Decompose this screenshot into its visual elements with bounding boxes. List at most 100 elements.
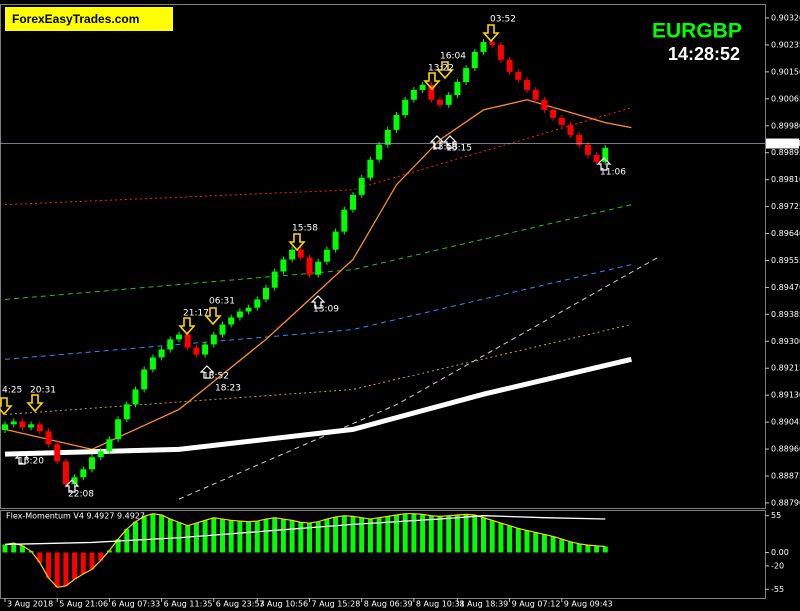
candle xyxy=(358,177,365,195)
signal-line xyxy=(4,515,606,546)
histogram-bar xyxy=(446,515,452,553)
candle xyxy=(97,451,104,458)
candle xyxy=(254,299,261,308)
x-tick-label: 7 Aug 10:56 xyxy=(259,600,308,609)
histogram-bar xyxy=(463,514,469,553)
histogram-bar xyxy=(202,520,208,553)
arrow-label: 13:53 xyxy=(432,143,458,153)
histogram-bar xyxy=(115,539,121,553)
candle xyxy=(384,129,391,145)
histogram-bar xyxy=(72,552,78,580)
histogram-bar xyxy=(89,552,95,570)
histogram-bar xyxy=(307,523,312,553)
histogram-bar xyxy=(150,513,156,553)
candle xyxy=(62,461,69,485)
candle xyxy=(445,95,452,105)
candle xyxy=(219,324,226,335)
candle xyxy=(89,457,95,470)
candle xyxy=(289,249,296,260)
arrow-label: 16:04 xyxy=(440,52,466,62)
x-tick-label: 6 Aug 07:33 xyxy=(111,600,160,609)
arrow-label: 03:52 xyxy=(490,15,516,25)
histogram-bar xyxy=(324,519,330,553)
x-tick-label: 3 Aug 2018 xyxy=(7,600,53,609)
histogram-bar xyxy=(524,530,530,553)
indicator-frame xyxy=(0,510,766,599)
y-tick-label: 0.90065 xyxy=(771,94,800,103)
candle xyxy=(567,124,574,135)
y-tick-label: 0.00 xyxy=(771,548,789,557)
candle xyxy=(115,419,122,440)
y-tick-label: 0.89895 xyxy=(771,148,800,157)
candle xyxy=(410,89,417,100)
main-frame xyxy=(0,4,766,509)
y-tick-label: 0.90320 xyxy=(771,13,800,22)
indicator-panel xyxy=(2,513,608,588)
y-tick-label: 0.89725 xyxy=(771,202,800,211)
arrow-label: 13:22 xyxy=(428,64,454,74)
candle xyxy=(376,144,383,160)
candle xyxy=(80,469,87,478)
histogram-bar xyxy=(185,525,191,553)
candle xyxy=(71,477,78,485)
histogram-bar xyxy=(489,520,495,553)
candle xyxy=(367,159,374,178)
y-tick-label: 0.89045 xyxy=(771,418,800,427)
histogram-bar xyxy=(2,544,8,553)
candle xyxy=(506,59,513,72)
histogram-bar xyxy=(98,552,104,561)
histogram-bar xyxy=(19,545,25,553)
arrow-label: 13:20 xyxy=(18,457,44,467)
candle xyxy=(45,431,52,445)
histogram-bar xyxy=(106,550,112,553)
down-arrow xyxy=(288,233,306,252)
histogram-bar xyxy=(220,519,225,553)
candle xyxy=(2,424,8,431)
candle xyxy=(558,117,565,125)
up-arrow xyxy=(199,365,215,379)
down-arrow xyxy=(0,397,13,416)
histogram-bar xyxy=(367,519,373,553)
arrow-label: 21:17 xyxy=(183,309,209,319)
candle xyxy=(141,369,148,390)
histogram-bar xyxy=(594,545,600,553)
candle xyxy=(454,82,461,96)
down-arrow xyxy=(178,317,196,336)
up-arrow xyxy=(442,135,458,149)
histogram-bar xyxy=(481,517,486,553)
candle xyxy=(463,68,470,83)
candle xyxy=(489,42,496,45)
histogram-bar xyxy=(80,552,86,574)
x-tick-label: 7 Aug 15:28 xyxy=(312,600,361,609)
histogram-bar xyxy=(437,516,443,553)
down-arrow xyxy=(26,394,44,413)
candle xyxy=(593,154,600,162)
histogram-bar xyxy=(454,515,460,553)
histogram-bar xyxy=(568,541,573,553)
arrow-label: 18:23 xyxy=(215,384,241,394)
histogram-bar xyxy=(420,514,426,553)
candle xyxy=(36,424,43,432)
histogram-bar xyxy=(133,521,138,553)
candle xyxy=(123,404,130,420)
indicator-line xyxy=(4,323,632,415)
histogram-bar xyxy=(498,523,504,553)
symbol: EURGBP xyxy=(652,20,742,43)
candle xyxy=(341,209,348,232)
up-arrow xyxy=(596,157,612,171)
up-arrow xyxy=(310,295,326,309)
histogram-bar xyxy=(472,515,478,553)
indicator-line xyxy=(4,107,632,206)
histogram-bar xyxy=(263,519,269,553)
histogram-bar xyxy=(298,522,304,553)
histogram-bar xyxy=(559,539,565,553)
